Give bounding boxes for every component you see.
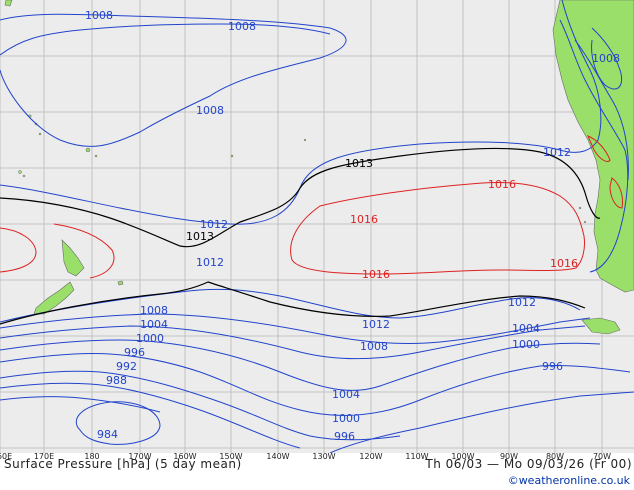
isobar-label: 1012 — [200, 218, 228, 231]
isobar-labels: 1008 1008 1008 1008 1013 1013 1012 1012 … — [85, 9, 620, 443]
isobar-label: 1008 — [592, 52, 620, 65]
isobar-label: 1016 — [350, 213, 378, 226]
tierra-del-fuego — [581, 317, 621, 335]
isobar-label: 1008 — [85, 9, 113, 22]
pressure-map: 1008 1008 1008 1008 1013 1013 1012 1012 … — [0, 0, 634, 453]
isobar-label: 1000 — [136, 332, 164, 345]
lat-lon-grid — [0, 0, 634, 453]
isobar-label: 1012 — [362, 318, 390, 331]
isobar-label: 1004 — [512, 322, 540, 335]
isobars-low — [0, 0, 634, 453]
isobar-label: 1000 — [512, 338, 540, 351]
isobar-label: 1012 — [543, 146, 571, 159]
date-range: Th 06/03 — Mo 09/03/26 (Fr 00) — [425, 457, 632, 471]
map-title: Surface Pressure [hPa] (5 day mean) — [4, 457, 242, 471]
isobar-label: 1016 — [488, 178, 516, 191]
lon-tick: 100W — [451, 452, 475, 461]
chatham-island — [117, 280, 124, 286]
isobar-label: 1016 — [550, 257, 578, 270]
lon-tick: 70W — [592, 452, 612, 461]
isobar-label: 1016 — [362, 268, 390, 281]
isobar-label: 1008 — [360, 340, 388, 353]
isobar-label: 1008 — [196, 104, 224, 117]
isobar-label: 1013 — [186, 230, 214, 243]
credit-link[interactable]: ©weatheronline.co.uk — [507, 474, 630, 487]
lon-tick: 160W — [173, 452, 197, 461]
isobar-label: 996 — [124, 346, 145, 359]
isobar-label: 992 — [116, 360, 137, 373]
isobar-label: 1008 — [228, 20, 256, 33]
isobar-label: 1004 — [140, 318, 168, 331]
lon-tick: 140W — [266, 452, 290, 461]
isobars-standard — [0, 147, 601, 325]
lon-tick: 110W — [405, 452, 429, 461]
isobar-label: 996 — [542, 360, 563, 373]
island-group-west — [4, 0, 13, 7]
lon-tick: 180 — [84, 452, 100, 461]
isobar-label: 988 — [106, 374, 127, 387]
land-masses — [4, 0, 634, 335]
lon-tick: 90W — [499, 452, 519, 461]
lon-tick: 80W — [545, 452, 565, 461]
pacific-islands — [18, 114, 587, 224]
new-zealand-north — [61, 239, 85, 277]
isobar-label: 1012 — [196, 256, 224, 269]
lon-tick: 170E — [33, 452, 55, 461]
lon-tick: 120W — [359, 452, 383, 461]
lon-tick: 150W — [219, 452, 243, 461]
isobar-label: 996 — [334, 430, 355, 443]
isobar-label: 1012 — [508, 296, 536, 309]
isobar-label: 1008 — [140, 304, 168, 317]
lon-tick: 170W — [128, 452, 152, 461]
map-canvas: 1008 1008 1008 1008 1013 1013 1012 1012 … — [0, 0, 634, 453]
isobar-label: 1004 — [332, 388, 360, 401]
isobar-label: 984 — [97, 428, 118, 441]
isobar-label: 1013 — [345, 157, 373, 170]
isobars-high — [0, 135, 623, 279]
isobar-label: 1000 — [332, 412, 360, 425]
lon-tick: 130W — [312, 452, 336, 461]
new-zealand-south — [33, 281, 75, 315]
